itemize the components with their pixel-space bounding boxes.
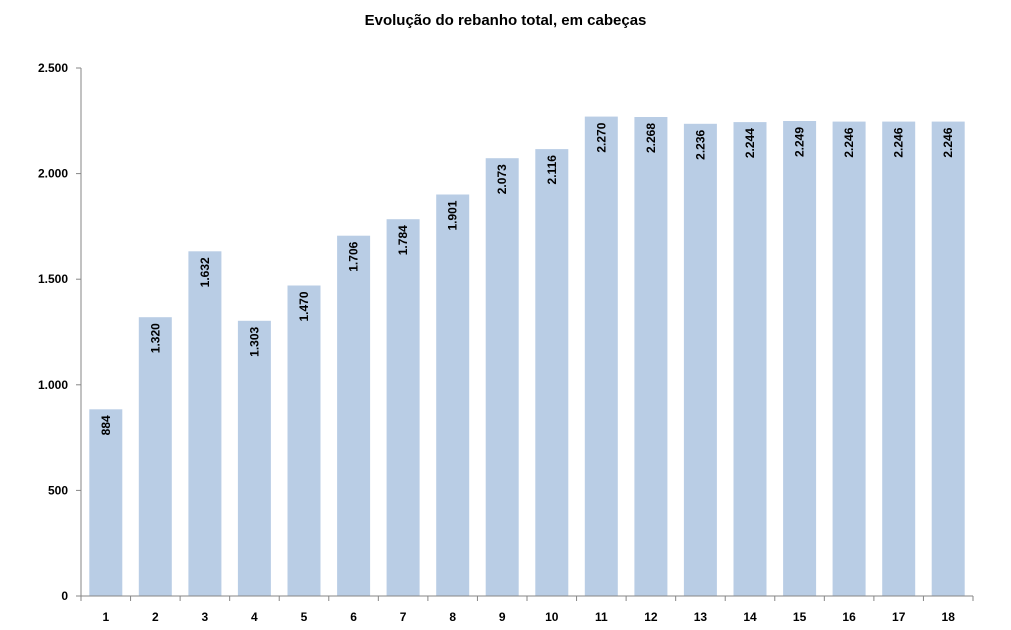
bar-value-label-11: 2.270: [594, 122, 608, 152]
x-tick-label-6: 6: [350, 610, 357, 624]
bar-value-label-12: 2.268: [644, 123, 658, 153]
x-tick-label-15: 15: [793, 610, 807, 624]
bar-value-label-17: 2.246: [892, 127, 906, 157]
bar-value-label-16: 2.246: [842, 127, 856, 157]
bar-1: [89, 409, 123, 596]
bar-10: [535, 149, 569, 596]
bar-value-label-1: 884: [99, 415, 113, 435]
bar-value-label-5: 1.470: [297, 291, 311, 321]
x-tick-label-9: 9: [499, 610, 506, 624]
bar-value-label-10: 2.116: [545, 155, 559, 185]
bar-7: [386, 219, 420, 596]
bar-value-label-3: 1.632: [198, 257, 212, 287]
bar-17: [882, 121, 916, 596]
bar-5: [287, 285, 321, 596]
bar-18: [931, 121, 965, 596]
bar-value-label-15: 2.249: [793, 127, 807, 157]
bar-11: [584, 116, 618, 596]
x-tick-label-8: 8: [449, 610, 456, 624]
bar-value-label-6: 1.706: [347, 241, 361, 271]
chart-title: Evolução do rebanho total, em cabeças: [364, 12, 647, 29]
x-tick-label-18: 18: [942, 610, 956, 624]
bar-value-label-14: 2.244: [743, 128, 757, 158]
x-tick-label-1: 1: [102, 610, 109, 624]
y-tick-label-1500: 1.500: [38, 272, 68, 286]
bar-value-label-7: 1.784: [396, 225, 410, 255]
x-tick-label-5: 5: [301, 610, 308, 624]
x-tick-label-10: 10: [545, 610, 559, 624]
bar-8: [436, 194, 470, 596]
bar-13: [683, 123, 717, 597]
bar-14: [733, 122, 767, 596]
x-tick-label-16: 16: [842, 610, 856, 624]
bar-9: [485, 158, 519, 596]
bar-15: [783, 121, 817, 596]
y-tick-label-500: 500: [48, 483, 68, 497]
bar-6: [337, 235, 371, 596]
x-tick-label-4: 4: [251, 610, 258, 624]
x-tick-label-11: 11: [595, 610, 608, 624]
bar-value-label-2: 1.320: [148, 323, 162, 353]
x-tick-label-12: 12: [644, 610, 658, 624]
bar-value-label-13: 2.236: [693, 129, 707, 159]
x-tick-label-13: 13: [694, 610, 708, 624]
y-tick-label-1000: 1.000: [38, 378, 68, 392]
bar-value-label-4: 1.303: [247, 326, 261, 356]
bar-16: [832, 121, 866, 596]
x-tick-label-7: 7: [400, 610, 407, 624]
bar-value-label-8: 1.901: [446, 200, 460, 230]
bar-value-label-18: 2.246: [941, 127, 955, 157]
bar-2: [138, 317, 172, 596]
y-tick-label-2000: 2.000: [38, 167, 68, 181]
y-tick-label-0: 0: [61, 589, 68, 603]
x-tick-label-17: 17: [892, 610, 906, 624]
x-tick-label-14: 14: [743, 610, 757, 624]
bar-12: [634, 117, 668, 596]
x-tick-label-3: 3: [202, 610, 209, 624]
y-tick-label-2500: 2.500: [38, 61, 68, 75]
bar-4: [237, 320, 271, 596]
bar-value-label-9: 2.073: [495, 164, 509, 194]
x-tick-label-2: 2: [152, 610, 159, 624]
bar-3: [188, 251, 222, 597]
